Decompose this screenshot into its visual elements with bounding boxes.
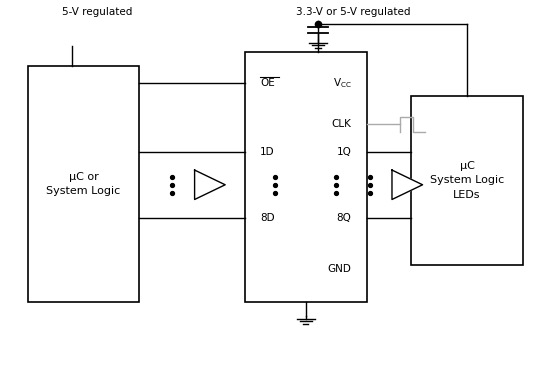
Polygon shape	[392, 170, 423, 199]
Text: 8D: 8D	[260, 213, 275, 223]
Text: GND: GND	[327, 264, 351, 274]
Bar	[28, 66, 139, 302]
Polygon shape	[195, 170, 225, 199]
Text: μC
System Logic
LEDs: μC System Logic LEDs	[430, 160, 504, 200]
Bar	[245, 52, 367, 302]
Text: 5-V regulated: 5-V regulated	[62, 7, 132, 17]
Text: 1Q: 1Q	[336, 146, 351, 157]
Text: V$_{\mathregular{CC}}$: V$_{\mathregular{CC}}$	[332, 76, 351, 90]
Text: 3.3-V or 5-V regulated: 3.3-V or 5-V regulated	[296, 7, 410, 17]
Text: CLK: CLK	[331, 119, 351, 129]
Text: OE: OE	[260, 78, 275, 88]
Text: μC or
System Logic: μC or System Logic	[46, 171, 121, 197]
Text: 1D: 1D	[260, 146, 275, 157]
Text: 8Q: 8Q	[336, 213, 351, 223]
Bar	[411, 96, 523, 265]
